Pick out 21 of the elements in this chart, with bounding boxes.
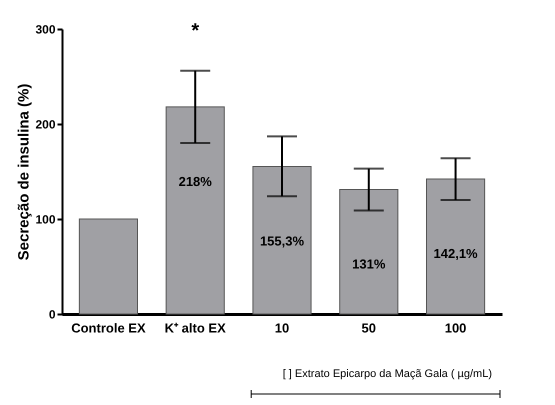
x-tick-label: Controle EX <box>71 320 146 336</box>
y-tick-label: 100 <box>35 212 56 226</box>
data-label: 131% <box>352 256 386 272</box>
x-tick-label: K⁺ alto EX <box>164 320 226 336</box>
y-tick-label: 300 <box>35 22 56 36</box>
text: [ ] Extrato Epicarpo da Maçã Gala ( µg/mL) <box>282 368 492 380</box>
data-label: 142,1% <box>434 246 478 262</box>
data-label: 218% <box>178 174 212 189</box>
annotation: * <box>191 20 200 42</box>
bar <box>339 189 398 314</box>
y-axis-title: Secreção de insulina (%) <box>15 84 32 260</box>
bar <box>426 178 486 314</box>
x-tick-label: 100 <box>444 320 466 336</box>
bar <box>166 106 225 314</box>
bar <box>78 218 138 314</box>
bar <box>252 166 312 314</box>
data-label: 155,3% <box>260 233 304 248</box>
y-tick-label: 200 <box>35 118 56 132</box>
x-tick-label: 50 <box>362 320 376 336</box>
x-tick-label: 10 <box>274 320 290 336</box>
y-tick-label: 0 <box>48 308 56 322</box>
